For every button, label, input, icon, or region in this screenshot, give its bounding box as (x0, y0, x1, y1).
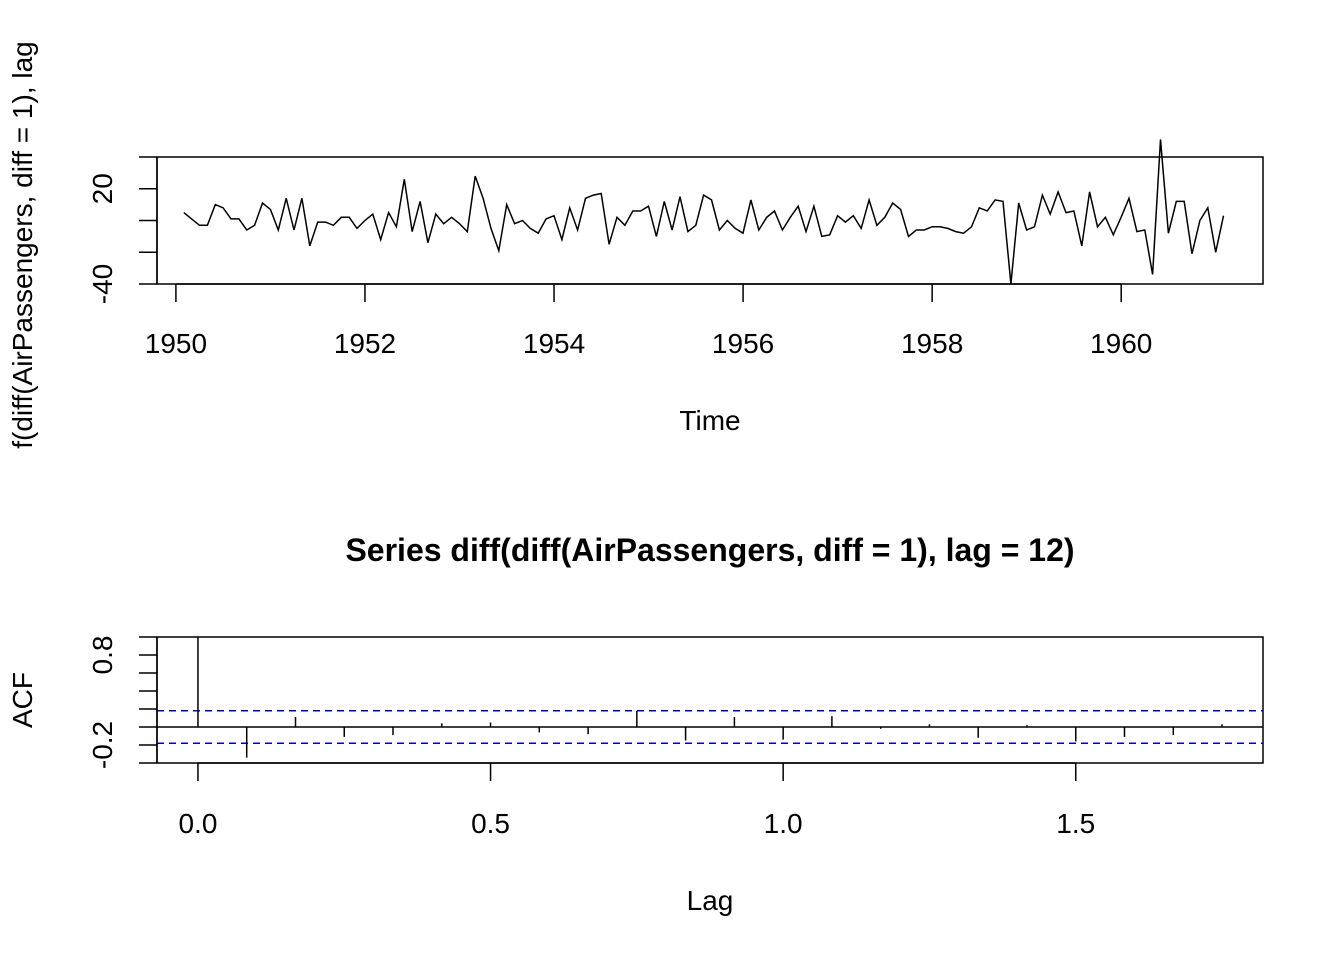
time-series-x-tick-label: 1956 (712, 328, 774, 359)
time-series-plot: f(diff(AirPassengers, diff = 1), lag Tim… (7, 41, 1264, 449)
acf-x-tick-label: 0.0 (178, 808, 217, 839)
acf-plot: Series diff(diff(AirPassengers, diff = 1… (7, 532, 1264, 916)
acf-x-tick-label: 1.0 (764, 808, 803, 839)
acf-plot-frame (156, 636, 1264, 764)
acf-x-tick-label: 1.5 (1056, 808, 1095, 839)
time-series-x-tick-label: 1958 (901, 328, 963, 359)
acf-x-axis-title: Lag (687, 885, 734, 916)
acf-plot-title: Series diff(diff(AirPassengers, diff = 1… (345, 532, 1074, 568)
acf-x-tick-label: 0.5 (471, 808, 510, 839)
time-series-line (183, 139, 1225, 285)
time-series-y-tick-label: 20 (87, 173, 118, 204)
acf-y-tick-label: 0.8 (87, 636, 118, 675)
acf-y-tick-label: -0.2 (87, 721, 118, 769)
time-series-x-tick-label: 1954 (523, 328, 585, 359)
time-series-x-tick-label: 1960 (1090, 328, 1152, 359)
time-series-y-axis-title: f(diff(AirPassengers, diff = 1), lag (7, 41, 38, 449)
time-series-y-tick-label: -40 (87, 264, 118, 304)
acf-y-axis-title: ACF (7, 672, 38, 728)
time-series-x-tick-label: 1950 (145, 328, 207, 359)
time-series-x-tick-label: 1952 (334, 328, 396, 359)
time-series-plot-frame (156, 156, 1264, 285)
time-series-x-axis-title: Time (679, 405, 740, 436)
